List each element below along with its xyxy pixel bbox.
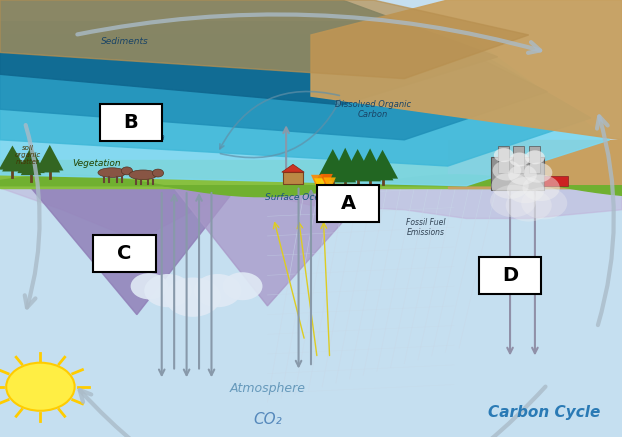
FancyArrowPatch shape xyxy=(597,116,614,325)
FancyArrowPatch shape xyxy=(220,100,340,158)
FancyBboxPatch shape xyxy=(479,257,541,294)
Circle shape xyxy=(144,274,192,307)
Polygon shape xyxy=(0,35,591,166)
Circle shape xyxy=(121,167,132,175)
Text: Vegetation: Vegetation xyxy=(72,160,121,168)
Polygon shape xyxy=(0,188,622,240)
FancyBboxPatch shape xyxy=(317,185,379,222)
Text: A: A xyxy=(341,194,356,213)
Polygon shape xyxy=(372,157,393,180)
FancyArrowPatch shape xyxy=(209,193,214,375)
Circle shape xyxy=(131,273,168,299)
Circle shape xyxy=(522,175,560,201)
Polygon shape xyxy=(17,146,45,173)
FancyArrowPatch shape xyxy=(284,128,289,183)
FancyArrowPatch shape xyxy=(25,125,40,308)
Polygon shape xyxy=(322,156,343,180)
FancyArrowPatch shape xyxy=(220,91,340,149)
FancyArrowPatch shape xyxy=(172,195,177,369)
Text: D: D xyxy=(502,266,518,285)
Polygon shape xyxy=(320,174,333,188)
Text: Surface Ocean: Surface Ocean xyxy=(266,193,332,202)
Polygon shape xyxy=(21,151,41,175)
Polygon shape xyxy=(36,145,63,170)
Circle shape xyxy=(508,165,537,185)
Polygon shape xyxy=(0,146,26,170)
Circle shape xyxy=(165,277,221,317)
Circle shape xyxy=(493,160,521,180)
Polygon shape xyxy=(355,149,386,180)
FancyArrowPatch shape xyxy=(184,193,189,375)
FancyArrowPatch shape xyxy=(197,195,202,369)
Polygon shape xyxy=(323,177,336,191)
Circle shape xyxy=(6,363,75,411)
Polygon shape xyxy=(317,149,348,179)
Polygon shape xyxy=(0,35,610,186)
Text: CO₂: CO₂ xyxy=(253,412,282,427)
Circle shape xyxy=(525,150,545,164)
Polygon shape xyxy=(0,160,622,188)
Text: Sediments: Sediments xyxy=(101,37,148,46)
Polygon shape xyxy=(347,156,368,180)
Polygon shape xyxy=(31,188,236,315)
Polygon shape xyxy=(448,140,622,188)
Polygon shape xyxy=(282,164,304,172)
Polygon shape xyxy=(367,150,398,179)
Text: soil
organic
matter: soil organic matter xyxy=(15,145,41,165)
Polygon shape xyxy=(0,0,529,79)
FancyArrowPatch shape xyxy=(80,387,545,437)
Circle shape xyxy=(152,169,164,177)
Text: C: C xyxy=(117,244,132,263)
FancyArrowPatch shape xyxy=(159,193,164,375)
Text: Fossil Fuel
Emissions: Fossil Fuel Emissions xyxy=(406,218,446,237)
Polygon shape xyxy=(311,0,622,140)
FancyBboxPatch shape xyxy=(544,176,568,186)
Circle shape xyxy=(507,177,544,203)
FancyBboxPatch shape xyxy=(513,146,524,173)
Polygon shape xyxy=(40,150,60,173)
FancyArrowPatch shape xyxy=(77,14,540,53)
Polygon shape xyxy=(2,150,23,171)
Circle shape xyxy=(494,148,514,162)
Polygon shape xyxy=(342,149,373,179)
FancyBboxPatch shape xyxy=(529,146,540,173)
FancyArrowPatch shape xyxy=(532,177,537,353)
FancyArrowPatch shape xyxy=(309,191,313,364)
Text: Carbon Cycle: Carbon Cycle xyxy=(488,406,600,420)
FancyArrowPatch shape xyxy=(296,188,301,366)
Circle shape xyxy=(490,185,536,217)
Circle shape xyxy=(521,187,567,219)
FancyBboxPatch shape xyxy=(498,146,509,173)
Polygon shape xyxy=(314,178,327,192)
Ellipse shape xyxy=(98,168,126,177)
FancyBboxPatch shape xyxy=(491,157,544,190)
Circle shape xyxy=(506,189,552,222)
Polygon shape xyxy=(174,188,373,306)
Polygon shape xyxy=(0,175,622,197)
Polygon shape xyxy=(335,156,356,183)
Circle shape xyxy=(194,274,241,307)
FancyBboxPatch shape xyxy=(100,104,162,141)
Text: Dissolved Organic
Carbon: Dissolved Organic Carbon xyxy=(335,100,411,119)
Ellipse shape xyxy=(129,170,157,180)
Circle shape xyxy=(509,153,529,166)
Circle shape xyxy=(491,173,529,199)
Polygon shape xyxy=(311,175,323,189)
Text: Atmosphere: Atmosphere xyxy=(230,382,305,395)
Text: B: B xyxy=(123,113,138,132)
Circle shape xyxy=(524,163,552,183)
FancyBboxPatch shape xyxy=(93,235,156,272)
Polygon shape xyxy=(330,148,361,180)
Polygon shape xyxy=(0,22,547,140)
Text: Marine Biota: Marine Biota xyxy=(108,133,165,142)
Polygon shape xyxy=(0,0,498,105)
FancyBboxPatch shape xyxy=(283,172,303,184)
Circle shape xyxy=(223,272,262,300)
Polygon shape xyxy=(360,156,381,181)
FancyArrowPatch shape xyxy=(508,177,513,353)
